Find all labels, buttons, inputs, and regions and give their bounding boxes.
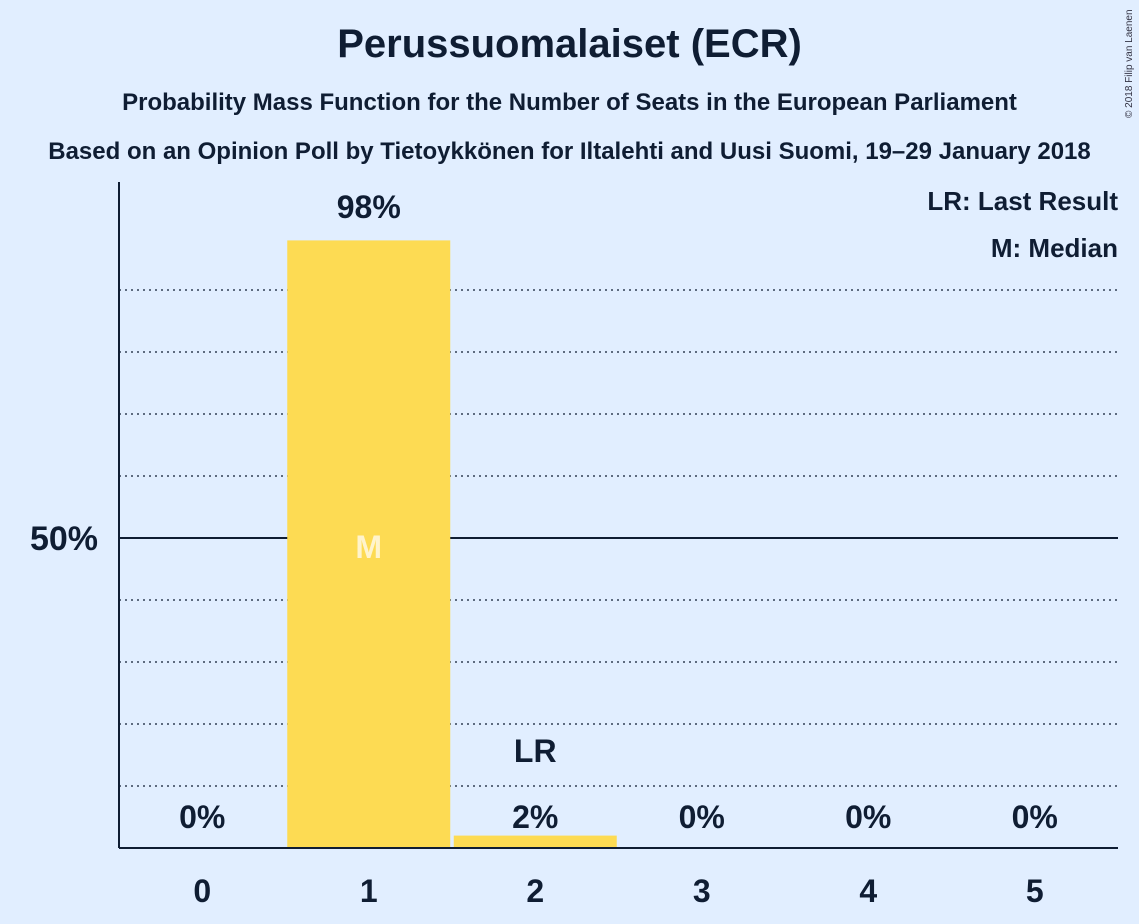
data-label: 0% <box>679 799 725 835</box>
bar-overlay <box>287 536 451 540</box>
y-tick-label: 50% <box>30 520 98 558</box>
legend-last-result: LR: Last Result <box>927 186 1118 216</box>
x-tick-label: 2 <box>526 873 544 909</box>
x-tick-label: 5 <box>1026 873 1044 909</box>
x-tick-label: 3 <box>693 873 711 909</box>
data-label: 0% <box>179 799 225 835</box>
median-marker: M <box>355 529 382 565</box>
data-label: 0% <box>1012 799 1058 835</box>
chart-title: Perussuomalaiset (ECR) <box>337 22 802 66</box>
data-label: 2% <box>512 799 558 835</box>
data-label: 0% <box>845 799 891 835</box>
x-tick-label: 0 <box>193 873 211 909</box>
x-tick-label: 4 <box>859 873 877 909</box>
bar <box>453 835 617 848</box>
chart-source: Based on an Opinion Poll by Tietoykkönen… <box>48 138 1091 165</box>
x-tick-label: 1 <box>360 873 378 909</box>
chart-subtitle: Probability Mass Function for the Number… <box>122 89 1017 116</box>
legend-median: M: Median <box>991 233 1118 263</box>
last-result-marker: LR <box>514 733 557 769</box>
data-label: 98% <box>337 189 401 225</box>
bar <box>287 240 451 848</box>
